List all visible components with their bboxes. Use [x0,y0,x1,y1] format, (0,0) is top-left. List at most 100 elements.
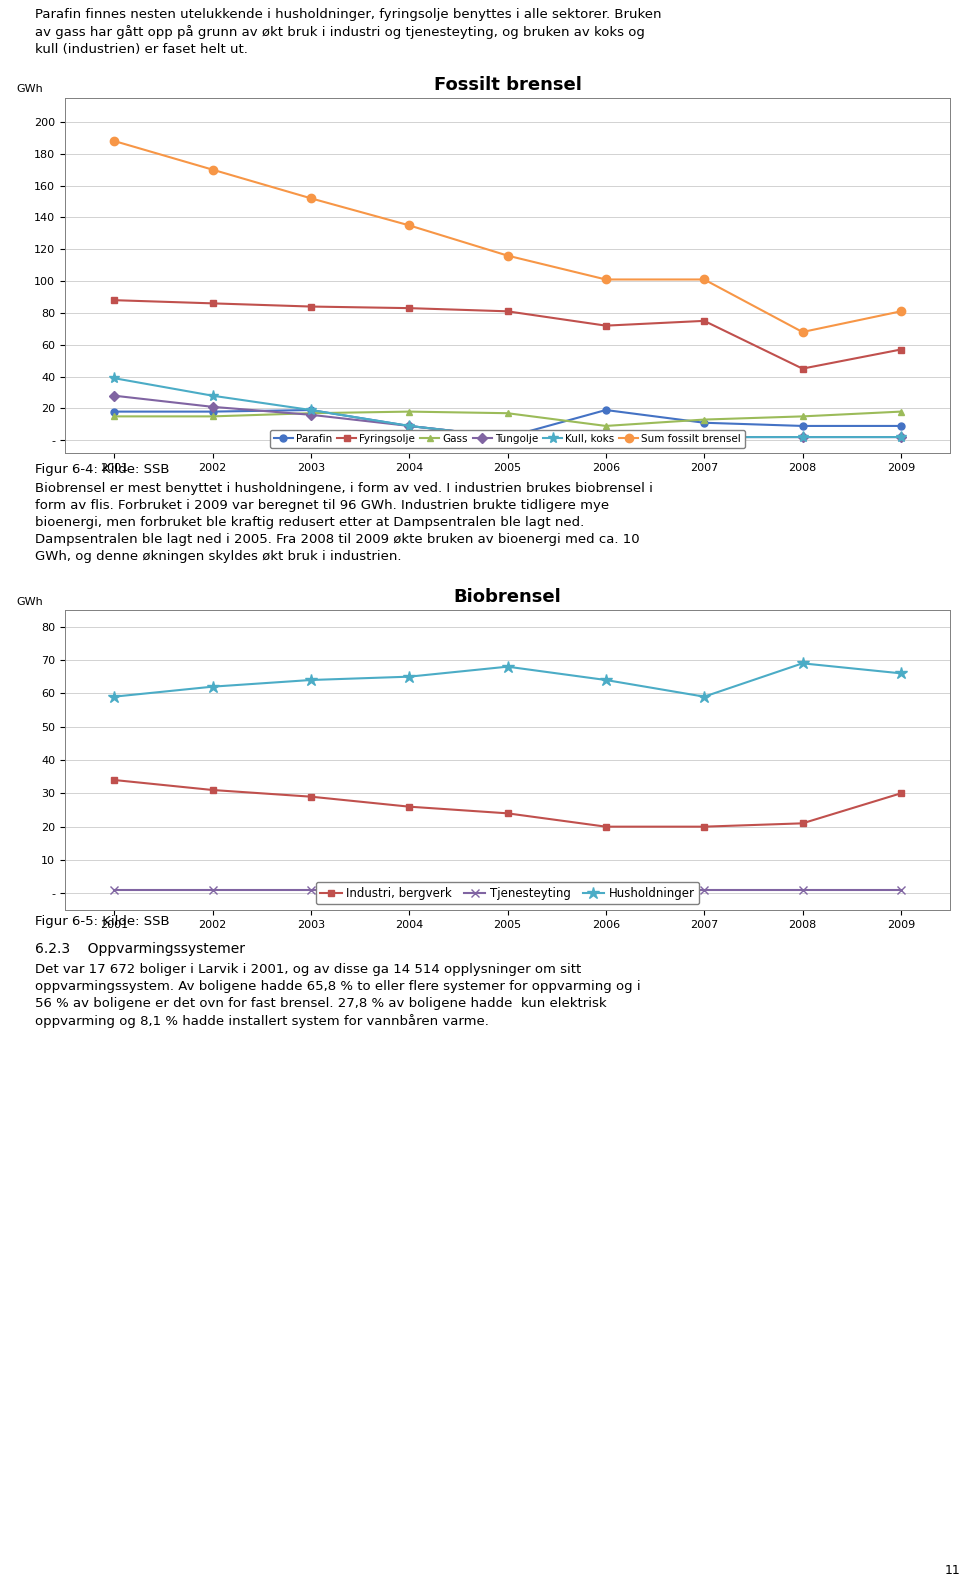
Gass [403,403,415,422]
Kull, koks [600,428,612,447]
Title: Biobrensel: Biobrensel [454,587,562,605]
Sum fossilt brensel [108,132,120,151]
Fyringsolje [108,291,120,310]
Sum fossilt brensel [305,189,317,209]
Tjenesteyting [797,880,808,899]
Fyringsolje [797,360,808,379]
Line: Kull, koks: Kull, koks [108,373,906,443]
Tungolje [403,417,415,436]
Text: Biobrensel er mest benyttet i husholdningene, i form av ved. I industrien brukes: Biobrensel er mest benyttet i husholdnin… [35,482,653,564]
Text: 11: 11 [945,1565,960,1578]
Fyringsolje [305,298,317,317]
Industri, bergverk [797,814,808,833]
Gass [699,411,710,430]
Husholdninger [403,667,415,686]
Husholdninger [699,688,710,707]
Tjenesteyting [305,880,317,899]
Industri, bergverk [699,817,710,836]
Fyringsolje [502,302,514,322]
Industri, bergverk [600,817,612,836]
Industri, bergverk [108,771,120,790]
Tjenesteyting [403,880,415,899]
Line: Tjenesteyting: Tjenesteyting [110,885,905,895]
Industri, bergverk [305,786,317,806]
Parafin [600,401,612,420]
Industri, bergverk [895,783,906,802]
Kull, koks [502,428,514,447]
Tungolje [600,428,612,447]
Title: Fossilt brensel: Fossilt brensel [434,76,582,94]
Industri, bergverk [403,798,415,817]
Industri, bergverk [206,780,218,799]
Text: GWh: GWh [16,597,43,607]
Gass [600,417,612,436]
Parafin [206,403,218,422]
Tungolje [699,428,710,447]
Fyringsolje [600,317,612,336]
Gass [502,404,514,423]
Fyringsolje [895,341,906,360]
Fyringsolje [206,295,218,314]
Kull, koks [699,428,710,447]
Text: Figur 6-4: Kilde: SSB: Figur 6-4: Kilde: SSB [35,463,170,476]
Legend: Industri, bergverk, Tjenesteyting, Husholdninger: Industri, bergverk, Tjenesteyting, Husho… [316,882,699,904]
Tjenesteyting [699,880,710,899]
Line: Industri, bergverk: Industri, bergverk [110,777,904,829]
Tungolje [305,406,317,425]
Kull, koks [797,428,808,447]
Gass [206,408,218,427]
Line: Tungolje: Tungolje [110,392,904,441]
Text: GWh: GWh [16,84,43,94]
Tjenesteyting [206,880,218,899]
Parafin [305,401,317,420]
Sum fossilt brensel [797,323,808,342]
Sum fossilt brensel [600,271,612,290]
Tungolje [206,398,218,417]
Parafin [895,417,906,436]
Gass [895,403,906,422]
Husholdninger [108,688,120,707]
Parafin [108,403,120,422]
Line: Sum fossilt brensel: Sum fossilt brensel [110,137,905,336]
Gass [797,408,808,427]
Tjenesteyting [895,880,906,899]
Kull, koks [895,428,906,447]
Sum fossilt brensel [699,271,710,290]
Kull, koks [305,401,317,420]
Tungolje [895,428,906,447]
Text: Figur 6-5: Kilde: SSB: Figur 6-5: Kilde: SSB [35,915,170,928]
Kull, koks [206,387,218,406]
Tungolje [797,428,808,447]
Tjenesteyting [502,880,514,899]
Tjenesteyting [600,880,612,899]
Sum fossilt brensel [502,247,514,266]
Parafin [403,417,415,436]
Text: Parafin finnes nesten utelukkende i husholdninger, fyringsolje benyttes i alle s: Parafin finnes nesten utelukkende i hush… [35,8,661,56]
Husholdninger [305,670,317,689]
Parafin [699,414,710,433]
Text: 6.2.3    Oppvarmingssystemer: 6.2.3 Oppvarmingssystemer [35,942,245,957]
Parafin [502,428,514,447]
Industri, bergverk [502,804,514,823]
Line: Husholdninger: Husholdninger [108,657,907,704]
Parafin [797,417,808,436]
Sum fossilt brensel [403,217,415,236]
Sum fossilt brensel [206,161,218,180]
Husholdninger [797,654,808,673]
Line: Parafin: Parafin [110,406,904,441]
Line: Gass: Gass [110,408,904,430]
Sum fossilt brensel [895,302,906,322]
Text: Det var 17 672 boliger i Larvik i 2001, og av disse ga 14 514 opplysninger om si: Det var 17 672 boliger i Larvik i 2001, … [35,963,640,1028]
Husholdninger [502,657,514,677]
Gass [108,408,120,427]
Kull, koks [403,417,415,436]
Kull, koks [108,369,120,388]
Husholdninger [206,677,218,696]
Tungolje [502,428,514,447]
Tjenesteyting [108,880,120,899]
Line: Fyringsolje: Fyringsolje [110,296,904,373]
Husholdninger [600,670,612,689]
Husholdninger [895,664,906,683]
Gass [305,404,317,423]
Tungolje [108,387,120,406]
